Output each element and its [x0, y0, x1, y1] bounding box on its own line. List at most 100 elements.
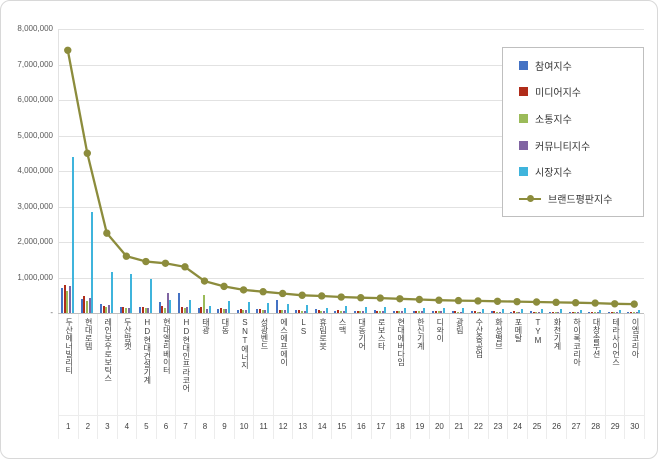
- bar-시장지수: [130, 273, 133, 313]
- line-marker: [239, 286, 248, 294]
- line-marker: [513, 297, 521, 306]
- x-axis-rank-label: 18: [391, 416, 411, 439]
- x-axis-rank-label: 5: [137, 416, 157, 439]
- bar-소통지수: [496, 311, 499, 313]
- x-axis-rank-label: 8: [196, 416, 216, 439]
- x-axis-rank-label: 7: [176, 416, 196, 439]
- x-axis-rank-label: 16: [352, 416, 372, 439]
- bar-시장지수: [618, 310, 621, 313]
- bar-미디어지수: [415, 310, 418, 313]
- legend-label: 소통지수: [535, 115, 572, 127]
- bar-참여지수: [373, 310, 376, 313]
- bar-소통지수: [203, 294, 206, 313]
- x-axis-category-label: 대동: [215, 314, 235, 415]
- bar-커뮤니티지수: [362, 310, 365, 313]
- x-axis-category-label: 현대에버다임: [391, 314, 411, 415]
- x-axis-category-label: HD현대건설기계: [137, 314, 157, 415]
- line-marker: [298, 291, 306, 299]
- legend-swatch-icon: [519, 60, 528, 70]
- x-axis-rank-label: 11: [254, 416, 274, 439]
- bar-소통지수: [378, 310, 381, 313]
- line-marker: [357, 294, 365, 302]
- x-axis-rank-label: 6: [157, 416, 177, 439]
- bar-시장지수: [149, 279, 152, 313]
- bar-미디어지수: [83, 295, 86, 313]
- bar-커뮤니티지수: [108, 304, 111, 313]
- bar-커뮤니티지수: [576, 311, 579, 313]
- bar-참여지수: [588, 311, 591, 313]
- x-axis-category-label: HD현대인프라코어: [176, 314, 196, 415]
- bar-커뮤니티지수: [244, 309, 247, 313]
- bar-시장지수: [91, 211, 94, 313]
- bar-소통지수: [632, 311, 635, 313]
- bar-커뮤니티지수: [518, 311, 521, 313]
- x-axis-category-label: 현대로템: [79, 314, 99, 415]
- bar-참여지수: [529, 311, 532, 313]
- line-marker: [278, 289, 287, 298]
- bar-소통지수: [398, 311, 401, 313]
- bar-참여지수: [178, 293, 181, 313]
- bar-참여지수: [295, 309, 298, 313]
- bar-미디어지수: [259, 309, 262, 313]
- bar-소통지수: [66, 290, 69, 313]
- bar-참여지수: [275, 299, 278, 313]
- y-axis-line: [58, 29, 59, 313]
- bar-참여지수: [100, 304, 103, 313]
- x-axis-category-label: 태광: [196, 314, 216, 415]
- x-axis-rank-label: 12: [274, 416, 294, 439]
- line-marker: [83, 149, 92, 157]
- bar-소통지수: [300, 310, 303, 313]
- line-marker: [552, 298, 560, 307]
- bar-미디어지수: [180, 306, 183, 313]
- x-axis-rank-label: 19: [411, 416, 431, 439]
- x-axis-category-label: 화성밸브: [489, 314, 509, 415]
- bar-시장지수: [228, 300, 231, 313]
- bar-커뮤니티지수: [459, 311, 462, 313]
- x-axis-category-label: 이엠코리아: [625, 314, 645, 415]
- x-axis-rank-label: 4: [118, 416, 138, 439]
- bar-시장지수: [560, 309, 563, 313]
- line-marker: [415, 295, 424, 304]
- line-marker: [103, 229, 111, 237]
- bar-소통지수: [261, 310, 264, 313]
- legend-swatch-icon: [519, 167, 528, 177]
- bar-커뮤니티지수: [127, 307, 130, 313]
- x-axis-category-label: 포메탈: [508, 314, 528, 415]
- line-marker: [571, 299, 580, 307]
- bar-참여지수: [334, 310, 337, 313]
- bar-소통지수: [418, 311, 421, 313]
- bar-소통지수: [222, 308, 225, 313]
- bar-시장지수: [247, 302, 250, 313]
- x-axis-rank-label: 9: [215, 416, 235, 439]
- line-marker: [161, 259, 170, 267]
- x-axis-category-label: 수산중공업: [469, 314, 489, 415]
- bar-미디어지수: [200, 307, 203, 313]
- bar-커뮤니티지수: [616, 311, 619, 313]
- bar-소통지수: [574, 311, 577, 313]
- bar-소통지수: [144, 308, 147, 313]
- bar-시장지수: [384, 307, 387, 313]
- bar-참여지수: [80, 298, 83, 313]
- line-marker: [454, 296, 463, 305]
- y-axis-label: 1,000,000: [17, 272, 53, 282]
- bar-커뮤니티지수: [225, 309, 228, 313]
- bar-참여지수: [61, 288, 64, 313]
- line-marker: [611, 300, 619, 308]
- bar-미디어지수: [630, 311, 633, 313]
- bar-소통지수: [242, 309, 245, 313]
- x-axis-rank-label: 30: [625, 416, 645, 439]
- legend-label: 시장지수: [535, 168, 572, 180]
- bar-커뮤니티지수: [283, 310, 286, 313]
- x-axis-category-label: 에스에프에이: [274, 314, 294, 415]
- bar-커뮤니티지수: [323, 310, 326, 313]
- bar-미디어지수: [591, 311, 594, 313]
- y-axis-label: 5,000,000: [17, 130, 53, 140]
- line-marker: [220, 282, 228, 291]
- bar-소통지수: [476, 311, 479, 313]
- x-axis-category-label: LS: [293, 314, 313, 415]
- line-marker: [181, 263, 189, 271]
- bar-참여지수: [354, 310, 357, 313]
- line-marker: [122, 252, 131, 260]
- x-axis-category-label: 레인보우로보틱스: [98, 314, 118, 415]
